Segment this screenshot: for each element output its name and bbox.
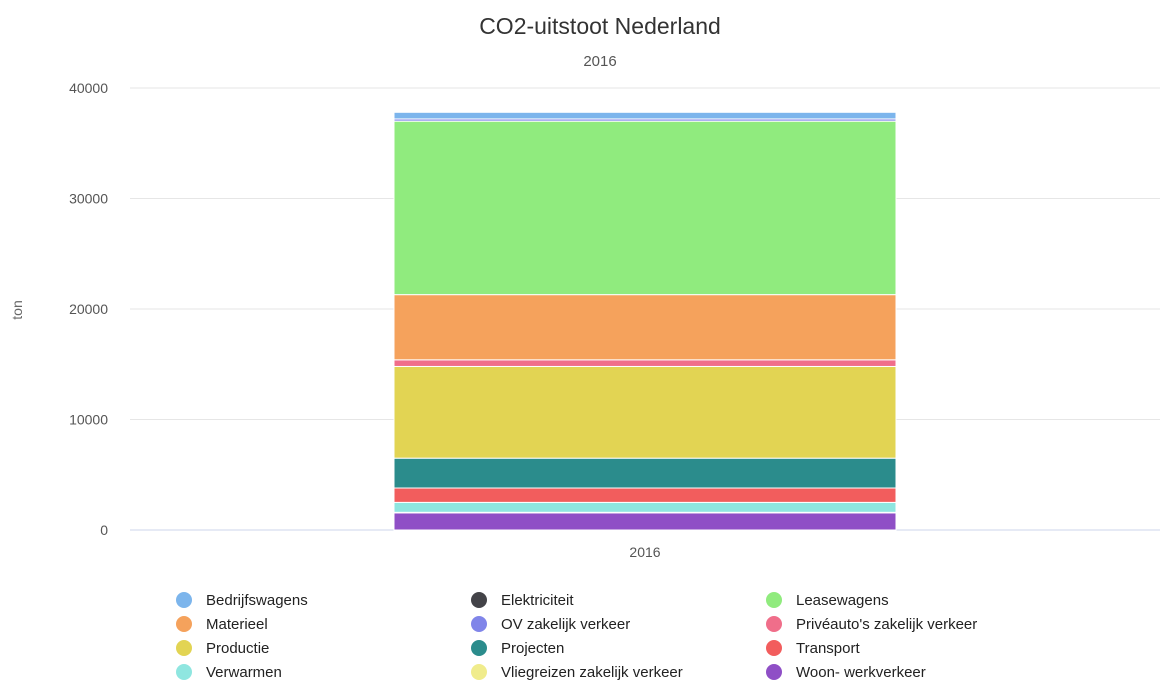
legend-item[interactable]: Verwarmen — [176, 662, 282, 682]
y-tick-label: 30000 — [69, 191, 108, 207]
legend-marker-icon — [766, 640, 782, 656]
legend-label: Productie — [206, 639, 270, 657]
legend-item[interactable]: Vliegreizen zakelijk verkeer — [471, 662, 683, 682]
legend-item[interactable]: Productie — [176, 638, 269, 658]
legend-item[interactable]: Leasewagens — [766, 590, 889, 610]
legend-marker-icon — [176, 592, 192, 608]
legend-label: Bedrijfswagens — [206, 591, 308, 609]
legend-label: Elektriciteit — [501, 591, 574, 609]
legend-label: Projecten — [501, 639, 565, 657]
y-axis-ticks: 0 10000 20000 30000 40000 — [69, 80, 108, 538]
legend-label: Materieel — [206, 615, 268, 633]
legend-marker-icon — [766, 664, 782, 680]
bar-segment[interactable] — [393, 120, 897, 296]
legend-marker-icon — [766, 616, 782, 632]
bar-stack — [393, 111, 897, 531]
legend-marker-icon — [176, 640, 192, 656]
legend-marker-icon — [176, 616, 192, 632]
bar-segment[interactable] — [393, 365, 897, 459]
legend-marker-icon — [176, 664, 192, 680]
bar-segment[interactable] — [393, 501, 897, 513]
bar-segment[interactable] — [393, 111, 897, 120]
bar-segment[interactable] — [393, 457, 897, 489]
legend-marker-icon — [471, 640, 487, 656]
legend-item[interactable]: Transport — [766, 638, 860, 658]
legend-label: Vliegreizen zakelijk verkeer — [501, 663, 683, 681]
y-tick-label: 0 — [100, 522, 108, 538]
y-tick-label: 20000 — [69, 301, 108, 317]
legend-label: Woon- werkverkeer — [796, 663, 926, 681]
bar-segment[interactable] — [393, 487, 897, 503]
y-axis-label: ton — [9, 300, 25, 319]
legend-label: Transport — [796, 639, 860, 657]
legend-item[interactable]: Materieel — [176, 614, 268, 634]
legend-item[interactable]: Projecten — [471, 638, 564, 658]
legend-label: Verwarmen — [206, 663, 282, 681]
legend-item[interactable]: Elektriciteit — [471, 590, 574, 610]
chart-subtitle: 2016 — [583, 53, 616, 70]
legend-label: Leasewagens — [796, 591, 889, 609]
bar-segment[interactable] — [393, 294, 897, 361]
legend-label: Privéauto's zakelijk verkeer — [796, 615, 978, 633]
x-axis-ticks: 2016 — [629, 544, 660, 560]
legend-item[interactable]: Privéauto's zakelijk verkeer — [766, 614, 977, 634]
legend-label: OV zakelijk verkeer — [501, 615, 631, 633]
bar-segment[interactable] — [393, 512, 897, 531]
chart-title: CO2-uitstoot Nederland — [479, 13, 721, 39]
legend-marker-icon — [471, 664, 487, 680]
legend-marker-icon — [471, 592, 487, 608]
legend-item[interactable]: OV zakelijk verkeer — [471, 614, 630, 634]
legend-item[interactable]: Woon- werkverkeer — [766, 662, 926, 682]
bar-segment[interactable] — [393, 359, 897, 367]
legend-item[interactable]: Bedrijfswagens — [176, 590, 308, 610]
x-tick-label: 2016 — [629, 544, 660, 560]
legend-marker-icon — [766, 592, 782, 608]
y-tick-label: 40000 — [69, 80, 108, 96]
y-tick-label: 10000 — [69, 412, 108, 428]
legend-marker-icon — [471, 616, 487, 632]
